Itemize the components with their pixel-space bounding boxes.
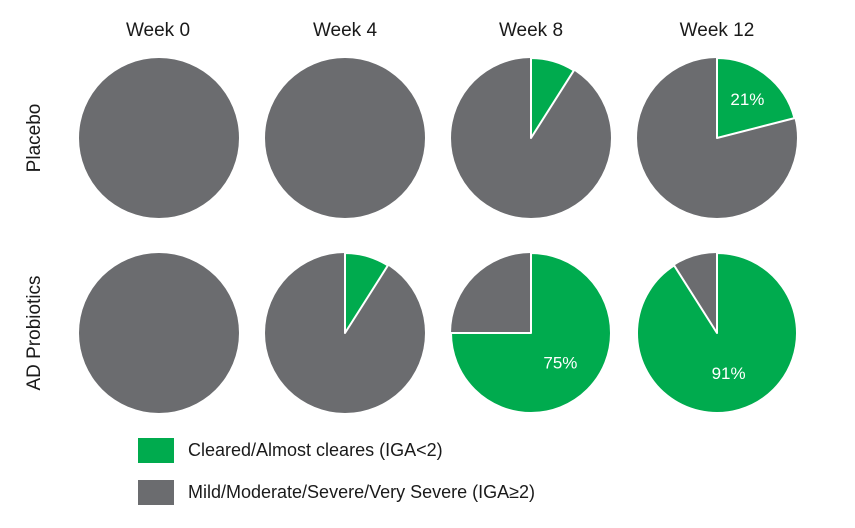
row-label-ad-probiotics: AD Probiotics (24, 275, 45, 390)
legend-item-cleared: Cleared/Almost cleares (IGA<2) (138, 432, 535, 468)
pie-pct-label-r1-c3: 91% (712, 364, 746, 383)
pie-pct-label-r0-c3: 21% (730, 90, 764, 109)
row-label-placebo: Placebo (24, 104, 45, 173)
pie-base-r0-c1 (265, 58, 425, 218)
pie-base-r1-c0 (79, 253, 239, 413)
row-labels: Placebo AD Probiotics (24, 104, 45, 391)
pie-slice-cleared-r1-c3 (636, 252, 798, 414)
legend-swatch-cleared (138, 437, 174, 463)
pie-slice-cleared-r0-c2 (530, 57, 575, 139)
pie-slice-cleared-r1-c2 (450, 252, 612, 414)
pie-slice-cleared-r1-c1 (344, 252, 389, 334)
legend-item-mild: Mild/Moderate/Severe/Very Severe (IGA≥2) (138, 474, 535, 510)
col-label-week-12: Week 12 (680, 20, 755, 41)
col-label-week-4: Week 4 (313, 20, 378, 41)
legend-label-cleared: Cleared/Almost cleares (IGA<2) (188, 439, 443, 460)
legend-swatch-mild (138, 479, 174, 505)
pies: 21% 75% 91% (79, 57, 798, 414)
col-label-week-0: Week 0 (126, 20, 190, 41)
legend-label-mild: Mild/Moderate/Severe/Very Severe (IGA≥2) (188, 481, 536, 502)
pie-pct-label-r1-c2: 75% (543, 353, 577, 372)
column-labels: Week 0 Week 4 Week 8 Week 12 (126, 20, 754, 41)
col-label-week-8: Week 8 (499, 20, 563, 41)
pie-base-r0-c0 (79, 58, 239, 218)
legend: Cleared/Almost cleares (IGA<2) Mild/Mode… (138, 432, 535, 516)
pie-slice-cleared-r0-c3 (716, 57, 796, 139)
